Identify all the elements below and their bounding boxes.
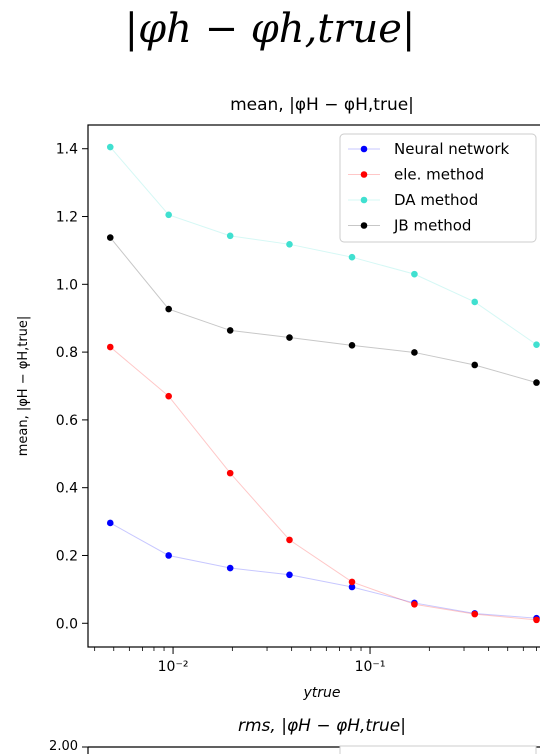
mean-error-chart: mean, |φH − φH,true| 0.0 0.2 0.4 0.6 0.8 1.0 1… (16, 95, 540, 701)
data-point (348, 342, 356, 349)
data-point (471, 298, 479, 306)
x-tick-label: 10⁻¹ (355, 659, 386, 675)
data-point (226, 327, 234, 334)
data-point (165, 305, 172, 313)
legend-label: Neural network (394, 140, 509, 158)
series-line (109, 237, 537, 384)
data-point (411, 349, 418, 356)
data-point (106, 519, 114, 527)
data-point (286, 571, 293, 579)
data-point (348, 583, 356, 591)
data-point (471, 610, 479, 618)
series-line (109, 146, 537, 346)
data-point (106, 143, 114, 151)
x-axis-label: ytrue (302, 685, 340, 701)
legend-box (339, 133, 537, 243)
legend-marker (360, 222, 368, 229)
data-point (165, 211, 172, 219)
data-point (226, 564, 234, 572)
legend-label: ele. method (394, 166, 484, 184)
data-point (286, 241, 293, 248)
plot-frame (87, 124, 540, 648)
y-tick-label: 0.8 (56, 345, 78, 361)
chart-title: mean, |φH − φH,true| (230, 95, 414, 115)
legend: Neural network ele. method DA method JB met… (339, 133, 537, 243)
data-point (106, 343, 114, 351)
data-point (286, 334, 293, 341)
y-tick-label: 1.0 (56, 277, 78, 293)
legend-label: DA method (394, 191, 478, 209)
rms-error-chart: rms, |φH − φH,true| 2.00 (49, 716, 540, 754)
y-axis-ticks: 0.0 0.2 0.4 0.6 0.8 1.0 1.2 1.4 (56, 142, 88, 632)
data-point (411, 270, 418, 278)
data-point (348, 253, 356, 261)
legend-label: JB method (393, 217, 471, 235)
data-point (226, 469, 234, 477)
y-tick-label: 0.2 (56, 548, 78, 564)
data-point (286, 536, 293, 544)
x-tick-label: 10⁻² (158, 659, 189, 675)
page-title: |φh − φh,true| (124, 6, 416, 52)
y-tick-label: 0.4 (56, 481, 78, 497)
data-point (533, 341, 540, 348)
data-point (165, 392, 172, 400)
series-layer (106, 143, 540, 624)
y-tick-label: 2.00 (49, 739, 78, 754)
data-point (533, 616, 540, 624)
chart-title: rms, |φH − φH,true| (238, 716, 406, 736)
series-line (110, 522, 537, 619)
data-point (165, 552, 172, 559)
legend-marker (360, 171, 368, 178)
y-tick-label: 1.4 (56, 142, 78, 158)
legend-box (339, 745, 537, 754)
data-point (106, 234, 114, 241)
series-line (109, 346, 537, 621)
x-axis-ticks: 10⁻² 10⁻¹ (94, 647, 537, 675)
data-point (348, 578, 356, 586)
legend-marker (360, 196, 368, 204)
data-point (226, 232, 234, 240)
y-tick-label: 0.6 (56, 413, 78, 429)
y-tick-label: 1.2 (56, 210, 78, 226)
data-point (411, 600, 418, 608)
y-axis-label: mean, |φH − φH,true| (16, 316, 31, 457)
data-point (533, 379, 540, 386)
data-point (471, 361, 479, 369)
y-tick-label: 0.0 (56, 616, 78, 632)
legend-marker (360, 145, 368, 153)
